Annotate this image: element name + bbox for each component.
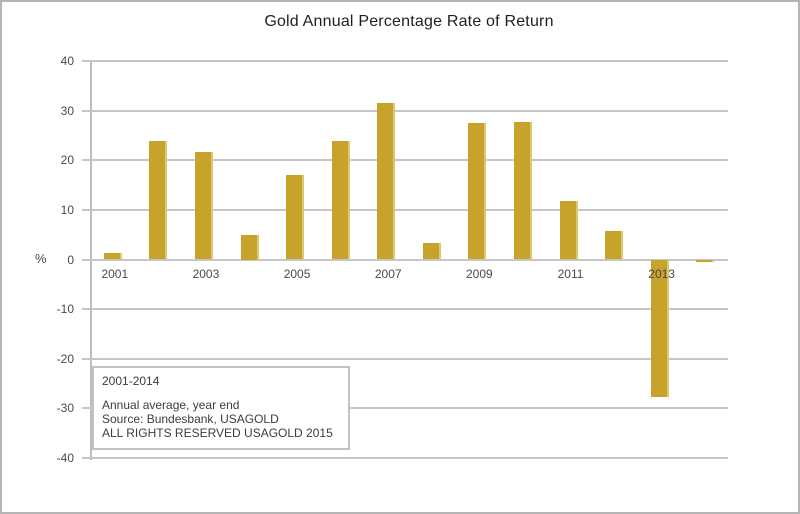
- bar-2004: [240, 234, 259, 260]
- bar-2013: [650, 259, 669, 397]
- bar-2005: [286, 175, 305, 260]
- y-tick-label: 30: [60, 103, 74, 118]
- x-tick-label-2009: 2009: [465, 266, 493, 281]
- y-tick-label: -40: [56, 451, 74, 465]
- gridline-y-30: [82, 109, 728, 112]
- plot-area: 40 30 20 10 0 -10 -20 -30 -40 2001 2003 2005 2007 200…: [57, 54, 728, 465]
- bar-2006: [331, 140, 350, 260]
- bar-2011: [559, 201, 578, 260]
- x-tick-label-2007: 2007: [374, 266, 402, 281]
- y-tick-label: 0: [67, 252, 74, 267]
- y-axis-unit-label: %: [35, 251, 47, 266]
- x-tick-label-2013: 2013: [648, 266, 675, 281]
- y-tick-label: 10: [60, 202, 74, 217]
- annotation-box: 2001-2014 Annual average, year end Sourc…: [92, 366, 350, 450]
- bar-2010: [513, 122, 532, 260]
- y-axis-line: [90, 61, 92, 460]
- gridline-y--30: [82, 407, 728, 410]
- bar-2009: [468, 122, 487, 260]
- annotation-spacer: [102, 388, 340, 398]
- bar-2007: [377, 103, 396, 260]
- y-tick-label: 20: [60, 153, 74, 168]
- y-tick-label: 40: [60, 54, 74, 68]
- bar-2008: [422, 242, 441, 260]
- gridline-y-0: [82, 258, 728, 261]
- gridline-y--20: [82, 357, 728, 360]
- annotation-line-3: ALL RIGHTS RESERVED USAGOLD 2015: [102, 426, 333, 440]
- bar-2014: [696, 259, 715, 262]
- bar-2002: [149, 140, 168, 260]
- gridline-y--10: [82, 308, 728, 311]
- x-tick-label-2011: 2011: [557, 266, 584, 281]
- bar-2001: [103, 253, 122, 260]
- gridline-y-10: [82, 208, 728, 211]
- gridline-y--40: [82, 457, 728, 459]
- x-tick-label-2001: 2001: [101, 266, 129, 281]
- gridline-y-20: [82, 159, 728, 162]
- annotation-line-1: Annual average, year end: [102, 398, 240, 412]
- y-tick-label: -10: [56, 302, 74, 317]
- annotation-line-2: Source: Bundesbank, USAGOLD: [102, 412, 279, 426]
- bar-2012: [605, 231, 624, 260]
- x-tick-label-2005: 2005: [283, 266, 311, 281]
- gridline-y-40: [82, 60, 728, 62]
- x-tick-label-2003: 2003: [192, 266, 220, 281]
- bar-2003: [194, 151, 213, 260]
- annotation-range: 2001-2014: [102, 374, 160, 388]
- chart-title: Gold Annual Percentage Rate of Return: [264, 13, 554, 30]
- y-tick-label: -20: [56, 351, 74, 366]
- y-tick-label: -30: [56, 401, 74, 416]
